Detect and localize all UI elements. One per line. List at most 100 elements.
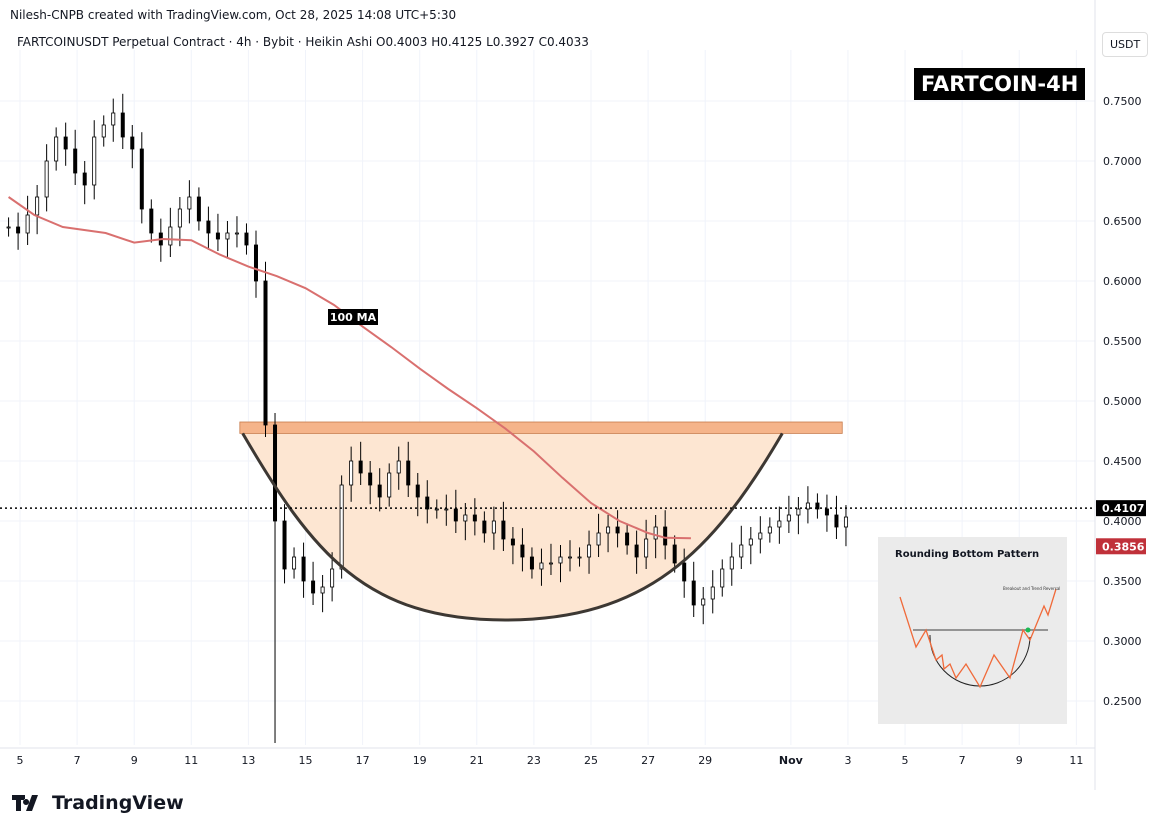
x-tick-label: 19 <box>413 754 427 767</box>
candle-body <box>25 214 30 234</box>
candle-body <box>501 520 506 540</box>
candle-body <box>244 232 249 246</box>
candle-body <box>6 226 11 229</box>
candle-body <box>168 226 173 246</box>
candle-body <box>130 136 135 150</box>
x-tick-label: 15 <box>299 754 313 767</box>
candle-body <box>263 280 268 426</box>
y-tick-label: 0.5000 <box>1103 395 1142 408</box>
ma-label: 100 MA <box>330 311 377 324</box>
candle-body <box>748 538 753 546</box>
candle-body <box>796 508 801 516</box>
candle-body <box>396 460 401 474</box>
candle-body <box>63 136 68 150</box>
candle-body <box>425 496 430 510</box>
tradingview-logo[interactable]: TradingView <box>12 792 184 814</box>
candle-body <box>529 556 534 570</box>
candle-body <box>253 244 258 282</box>
ma100-line <box>8 196 691 540</box>
candle-body <box>472 514 477 522</box>
x-tick-label: 27 <box>641 754 655 767</box>
y-tick-label: 0.7500 <box>1103 95 1142 108</box>
candle-body <box>815 502 820 510</box>
candle-body <box>548 562 553 565</box>
resistance-zone <box>239 421 843 434</box>
x-tick-label: 5 <box>17 754 24 767</box>
x-tick-label: Nov <box>779 754 804 767</box>
x-tick-label: 7 <box>959 754 966 767</box>
currency-button[interactable]: USDT <box>1102 32 1149 57</box>
candle-body <box>120 112 125 138</box>
pattern-inset-image: Rounding Bottom Pattern Breakout and Tre… <box>878 537 1067 724</box>
candle-body <box>777 520 782 528</box>
candle-body <box>767 526 772 534</box>
candle-body <box>758 532 763 540</box>
y-tick-label: 0.7000 <box>1103 155 1142 168</box>
candle-body <box>44 160 49 198</box>
candle-body <box>834 514 839 528</box>
y-tick-label: 0.3500 <box>1103 575 1142 588</box>
candle-body <box>187 196 192 210</box>
candle-body <box>206 220 211 234</box>
inset-title: Rounding Bottom Pattern <box>895 549 1040 560</box>
candle-body <box>282 520 287 570</box>
y-tick-label: 0.6500 <box>1103 215 1142 228</box>
candle-body <box>653 526 658 540</box>
candle-body <box>663 526 668 546</box>
candle-body <box>615 526 620 534</box>
x-tick-label: 11 <box>184 754 198 767</box>
x-tick-label: 21 <box>470 754 484 767</box>
inset-note: Breakout and Trend Reversal <box>1003 586 1060 591</box>
candle-body <box>149 208 154 234</box>
ticker-badge: FARTCOIN-4H <box>914 68 1086 100</box>
candle-body <box>177 208 182 228</box>
candle-body <box>510 538 515 546</box>
candle-body <box>491 520 496 534</box>
candle-body <box>805 502 810 510</box>
x-tick-label: 17 <box>356 754 370 767</box>
candle-body <box>339 484 344 570</box>
last-price-tag <box>1096 500 1146 517</box>
candle-body <box>786 514 791 522</box>
candle-body <box>215 232 220 240</box>
y-tick-label: 0.4500 <box>1103 455 1142 468</box>
candle-body <box>292 556 297 570</box>
chart-credit: Nilesh-CNPB created with TradingView.com… <box>10 8 457 22</box>
candle-body <box>311 580 316 594</box>
candle-body <box>568 556 573 559</box>
candle-body <box>634 544 639 558</box>
y-tick-label: 0.6000 <box>1103 275 1142 288</box>
x-tick-label: 23 <box>527 754 541 767</box>
x-tick-label: 3 <box>844 754 851 767</box>
candle-body <box>35 196 40 216</box>
candle-body <box>234 232 239 235</box>
candle-body <box>729 556 734 570</box>
candle-body <box>482 520 487 534</box>
candle-body <box>111 112 116 126</box>
price-chart[interactable]: 0.7500 0.7000 0.6500 0.6000 0.5500 0.5000 0.45… <box>0 0 1161 790</box>
candle-body <box>358 460 363 474</box>
ma-price-tag <box>1096 538 1146 555</box>
candle-body <box>349 460 354 486</box>
candle-body <box>596 532 601 546</box>
x-tick-label: 9 <box>1016 754 1023 767</box>
pattern-illustration: Breakout and Trend Reversal <box>899 586 1060 689</box>
candle-body <box>453 508 458 522</box>
tv-logo-icon <box>12 795 38 811</box>
candle-body <box>16 226 21 234</box>
candle-body <box>368 472 373 486</box>
x-tick-label: 7 <box>74 754 81 767</box>
candle-body <box>82 172 87 186</box>
candle-body <box>824 508 829 516</box>
candle-body <box>54 136 59 162</box>
y-tick-label: 0.4000 <box>1103 515 1142 528</box>
last-price-text: 0.4107 <box>1102 502 1144 515</box>
candle-body <box>320 586 325 594</box>
y-tick-label: 0.2500 <box>1103 695 1142 708</box>
candle-body <box>701 598 706 606</box>
candle-body <box>520 544 525 558</box>
candle-body <box>273 424 278 522</box>
candle-body <box>625 532 630 546</box>
x-tick-label: 13 <box>241 754 255 767</box>
pattern-fill <box>242 433 783 620</box>
